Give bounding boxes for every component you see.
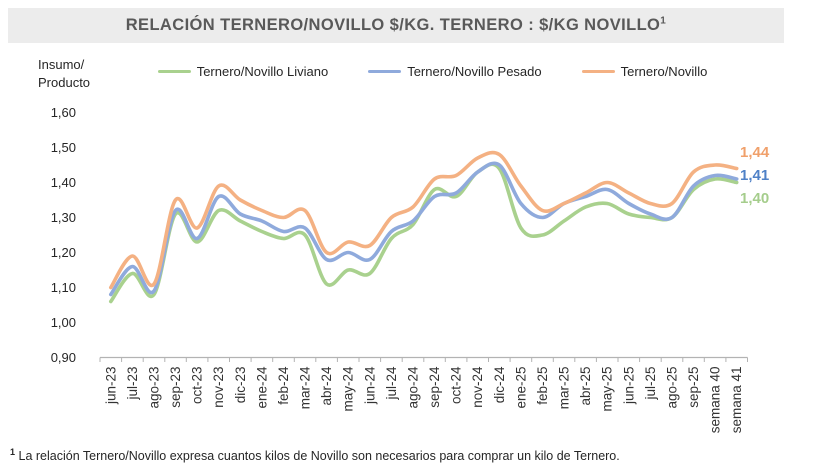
x-axis-label: ene-25 — [513, 367, 528, 409]
series-line-ternero-novillo-liviano — [109, 162, 739, 304]
x-axis-label: ago-23 — [147, 367, 162, 409]
end-label-ternero-novillo-pesado: 1,41 — [740, 167, 770, 184]
y-axis-label: 1,60 — [51, 105, 76, 120]
y-axis-label: 1,30 — [51, 210, 76, 225]
page-title-superscript: 1 — [660, 15, 667, 27]
x-axis-label: dic-23 — [233, 367, 248, 404]
y-axis-label: 1,20 — [51, 245, 76, 260]
page-title-text: RELACIÓN TERNERO/NOVILLO $/KG. TERNERO :… — [125, 16, 661, 34]
y-axis-label: 1,40 — [51, 175, 76, 190]
end-label-ternero-novillo: 1,44 — [740, 144, 770, 161]
x-axis-label: mar-25 — [557, 367, 572, 410]
x-axis-label: sep-24 — [427, 366, 442, 408]
legend-item-ternero-novillo: Ternero/Novillo — [581, 64, 708, 79]
legend-label: Ternero/Novillo — [620, 64, 708, 79]
footnote-text: La relación Ternero/Novillo expresa cuan… — [15, 449, 620, 463]
x-axis-label: abr-24 — [319, 366, 334, 406]
x-axis-label: may-25 — [600, 367, 615, 412]
x-axis-label: ago-24 — [406, 366, 421, 409]
x-axis-label: may-24 — [341, 366, 356, 412]
x-axis-label: ago-25 — [665, 367, 680, 409]
legend-label: Ternero/Novillo Pesado — [407, 64, 542, 79]
x-axis-label: semana 40 — [708, 367, 723, 434]
x-axis-label: sep-23 — [168, 367, 183, 408]
y-axis-label: 1,00 — [51, 315, 76, 330]
legend: Ternero/Novillo Liviano Ternero/Novillo P… — [110, 64, 755, 79]
y-axis-title-line2: Producto — [38, 74, 91, 90]
x-axis-label: jul-24 — [384, 366, 399, 401]
y-axis-label: 1,50 — [51, 140, 76, 155]
x-axis-label: abr-25 — [578, 367, 593, 406]
series-line-ternero-novillo — [109, 150, 739, 290]
footnote-marker: 1 — [10, 446, 16, 457]
x-axis-label: jul-25 — [643, 367, 658, 401]
x-axis-label: nov-24 — [470, 366, 485, 408]
page-title: RELACIÓN TERNERO/NOVILLO $/KG. TERNERO :… — [126, 16, 667, 35]
series-line-ternero-novillo-pesado — [109, 161, 739, 297]
y-axis-label: 0,90 — [51, 350, 76, 365]
legend-line-marker-icon — [368, 69, 402, 74]
x-axis-label: jun-24 — [362, 366, 377, 405]
x-axis-label: sep-25 — [686, 367, 701, 408]
x-axis-label: oct-24 — [449, 366, 464, 404]
footnote: 1 La relación Ternero/Novillo expresa cu… — [10, 446, 620, 463]
x-axis-label: mar-24 — [298, 366, 313, 409]
legend-item-ternero-novillo-pesado: Ternero/Novillo Pesado — [368, 64, 542, 79]
x-axis-label: ene-24 — [254, 366, 269, 409]
x-axis-label: nov-23 — [211, 367, 226, 408]
legend-line-marker-icon — [157, 69, 191, 74]
x-axis-label: semana 41 — [729, 367, 744, 434]
legend-item-ternero-novillo-liviano: Ternero/Novillo Liviano — [157, 64, 329, 79]
legend-line-marker-icon — [581, 69, 615, 74]
x-axis-label: jul-23 — [125, 367, 140, 401]
x-axis-label: oct-23 — [190, 367, 205, 405]
x-axis-label: jun-23 — [103, 367, 118, 406]
y-axis-title-line1: Insumo/ — [38, 57, 85, 72]
end-label-ternero-novillo-liviano: 1,40 — [740, 190, 770, 207]
x-axis-label: feb-24 — [276, 366, 291, 405]
y-axis-title: Insumo/ Producto — [38, 56, 90, 91]
x-axis-label: feb-25 — [535, 367, 550, 405]
legend-label: Ternero/Novillo Liviano — [196, 64, 329, 79]
x-axis-label: dic-24 — [492, 366, 507, 403]
title-bar: RELACIÓN TERNERO/NOVILLO $/KG. TERNERO :… — [8, 8, 784, 43]
x-axis-label: jun-25 — [621, 367, 636, 406]
y-axis-label: 1,10 — [51, 280, 76, 295]
